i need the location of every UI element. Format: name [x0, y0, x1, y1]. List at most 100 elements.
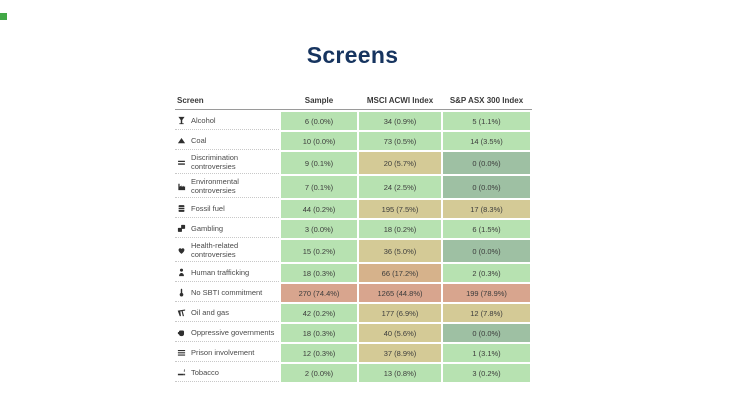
- screen-label: Discrimination controversies: [191, 153, 239, 171]
- screen-label: Coal: [191, 135, 207, 145]
- value-cell: 1 (3.1%): [443, 344, 530, 362]
- value-cell: 0 (0.0%): [443, 240, 530, 262]
- value-cell: 6 (0.0%): [281, 112, 357, 130]
- value-cell: 195 (7.5%): [359, 200, 441, 218]
- screen-label: Prison involvement: [191, 347, 255, 357]
- heart-icon: [177, 246, 186, 255]
- value-cell: 0 (0.0%): [443, 176, 530, 198]
- screen-label: Alcohol: [191, 115, 216, 125]
- screen-label: Oil and gas: [191, 307, 229, 317]
- table-row: Prison involvement 12 (0.3%) 37 (8.9%) 1 (3…: [175, 344, 532, 362]
- value-cell: 17 (8.3%): [443, 200, 530, 218]
- thermometer-icon: [177, 288, 186, 297]
- col-header-sample: Sample: [304, 96, 334, 105]
- table-row: Gambling 3 (0.0%) 18 (0.2%) 6 (1.5%): [175, 220, 532, 238]
- value-cell: 3 (0.2%): [443, 364, 530, 382]
- value-cell: 36 (5.0%): [359, 240, 441, 262]
- screen-label-cell: Human trafficking: [175, 264, 279, 282]
- table-row: Alcohol 6 (0.0%) 34 (0.9%) 5 (1.1%): [175, 112, 532, 130]
- value-cell: 199 (78.9%): [443, 284, 530, 302]
- value-cell: 5 (1.1%): [443, 112, 530, 130]
- table-row: Fossil fuel 44 (0.2%) 195 (7.5%) 17 (8.3%): [175, 200, 532, 218]
- table-row: Environmental controversies 7 (0.1%) 24 (2…: [175, 176, 532, 198]
- value-cell: 73 (0.5%): [359, 132, 441, 150]
- value-cell: 2 (0.0%): [281, 364, 357, 382]
- value-cell: 10 (0.0%): [281, 132, 357, 150]
- value-cell: 34 (0.9%): [359, 112, 441, 130]
- screens-table: Screen Sample MSCI ACWI Index S&P ASX 30…: [175, 96, 532, 382]
- screen-label-cell: Health-related controversies: [175, 240, 279, 262]
- value-cell: 37 (8.9%): [359, 344, 441, 362]
- value-cell: 7 (0.1%): [281, 176, 357, 198]
- screen-label: Oppressive governments: [191, 327, 275, 337]
- cocktail-glass-icon: [177, 116, 186, 125]
- screen-label-cell: Tobacco: [175, 364, 279, 382]
- value-cell: 18 (0.3%): [281, 264, 357, 282]
- screen-label: Environmental controversies: [191, 177, 239, 195]
- table-header-row: Screen Sample MSCI ACWI Index S&P ASX 30…: [175, 96, 532, 110]
- table-row: Tobacco 2 (0.0%) 13 (0.8%) 3 (0.2%): [175, 364, 532, 382]
- value-cell: 0 (0.0%): [443, 152, 530, 174]
- screen-label: Tobacco: [191, 367, 219, 377]
- value-cell: 15 (0.2%): [281, 240, 357, 262]
- value-cell: 9 (0.1%): [281, 152, 357, 174]
- screen-label-cell: Oil and gas: [175, 304, 279, 322]
- person-icon: [177, 268, 186, 277]
- value-cell: 0 (0.0%): [443, 324, 530, 342]
- value-cell: 3 (0.0%): [281, 220, 357, 238]
- prison-bars-icon: [177, 348, 186, 357]
- oil-barrel-icon: [177, 204, 186, 213]
- table-row: No SBTI commitment 270 (74.4%) 1265 (44.8%…: [175, 284, 532, 302]
- value-cell: 6 (1.5%): [443, 220, 530, 238]
- value-cell: 44 (0.2%): [281, 200, 357, 218]
- table-body: Alcohol 6 (0.0%) 34 (0.9%) 5 (1.1%) Coal 10 (…: [175, 112, 532, 382]
- table-row: Discrimination controversies 9 (0.1%) 20 (…: [175, 152, 532, 174]
- value-cell: 1265 (44.8%): [359, 284, 441, 302]
- screen-label-cell: Gambling: [175, 220, 279, 238]
- corner-accent-square: [0, 13, 7, 20]
- value-cell: 24 (2.5%): [359, 176, 441, 198]
- screen-label-cell: Alcohol: [175, 112, 279, 130]
- screen-label-cell: Prison involvement: [175, 344, 279, 362]
- value-cell: 13 (0.8%): [359, 364, 441, 382]
- screen-label-cell: Coal: [175, 132, 279, 150]
- value-cell: 42 (0.2%): [281, 304, 357, 322]
- value-cell: 12 (7.8%): [443, 304, 530, 322]
- screen-label: Gambling: [191, 223, 224, 233]
- oil-pumpjack-icon: [177, 308, 186, 317]
- value-cell: 2 (0.3%): [443, 264, 530, 282]
- col-header-msci-acwi: MSCI ACWI Index: [366, 96, 434, 105]
- screen-label: Health-related controversies: [191, 241, 239, 259]
- value-cell: 18 (0.3%): [281, 324, 357, 342]
- value-cell: 66 (17.2%): [359, 264, 441, 282]
- factory-icon: [177, 182, 186, 191]
- screen-label-cell: No SBTI commitment: [175, 284, 279, 302]
- value-cell: 40 (5.6%): [359, 324, 441, 342]
- screen-label: Fossil fuel: [191, 203, 225, 213]
- value-cell: 18 (0.2%): [359, 220, 441, 238]
- coal-pile-icon: [177, 136, 186, 145]
- table-row: Oil and gas 42 (0.2%) 177 (6.9%) 12 (7.8%): [175, 304, 532, 322]
- unequal-bars-icon: [177, 158, 186, 167]
- col-header-sp-asx-300: S&P ASX 300 Index: [449, 96, 524, 105]
- page-title: Screens: [306, 42, 399, 68]
- value-cell: 177 (6.9%): [359, 304, 441, 322]
- screen-label-cell: Fossil fuel: [175, 200, 279, 218]
- value-cell: 20 (5.7%): [359, 152, 441, 174]
- screen-label-cell: Discrimination controversies: [175, 152, 279, 174]
- screen-label-cell: Environmental controversies: [175, 176, 279, 198]
- table-row: Human trafficking 18 (0.3%) 66 (17.2%) 2 (0…: [175, 264, 532, 282]
- table-row: Health-related controversies 15 (0.2%) 36 …: [175, 240, 532, 262]
- table-row: Coal 10 (0.0%) 73 (0.5%) 14 (3.5%): [175, 132, 532, 150]
- cigarette-icon: [177, 368, 186, 377]
- screen-label: No SBTI commitment: [191, 287, 263, 297]
- value-cell: 14 (3.5%): [443, 132, 530, 150]
- col-header-screen: Screen: [177, 96, 204, 105]
- fist-icon: [177, 328, 186, 337]
- value-cell: 270 (74.4%): [281, 284, 357, 302]
- dice-icon: [177, 224, 186, 233]
- table-row: Oppressive governments 18 (0.3%) 40 (5.6%)…: [175, 324, 532, 342]
- screen-label: Human trafficking: [191, 267, 250, 277]
- screen-label-cell: Oppressive governments: [175, 324, 279, 342]
